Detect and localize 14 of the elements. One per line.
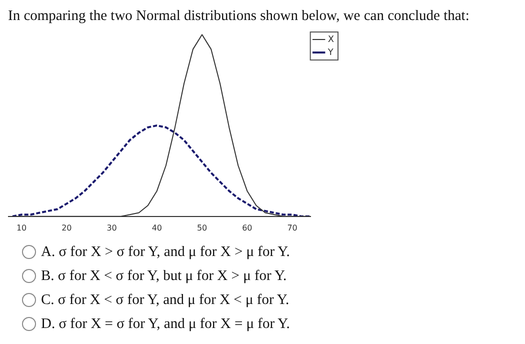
- x-tick-label: 50: [196, 223, 208, 232]
- legend-label: X: [328, 34, 334, 45]
- x-tick-label: 60: [242, 223, 252, 232]
- text: D. σ for X = σ for Y, and μ for X = μ for Y.: [41, 316, 290, 332]
- x-tick-label: 20: [62, 223, 72, 232]
- x-tick-label: 30: [106, 223, 117, 232]
- text: B. σ for X < σ for Y, but μ for X > μ for Y.: [41, 268, 287, 284]
- x-tick-label: 40: [152, 223, 162, 232]
- text: C. σ for X < σ for Y, and μ for X < μ for Y.: [41, 292, 290, 308]
- legend-label: Y: [326, 48, 334, 58]
- chart-title: In comparing the two Normal distributions shown below, we can conclude that:: [8, 8, 470, 25]
- x-tick-label: 70: [287, 223, 298, 232]
- x-tick-label: 10: [16, 223, 27, 232]
- text: A. σ for X > σ for Y, and μ for X > μ for Y.: [41, 244, 290, 260]
